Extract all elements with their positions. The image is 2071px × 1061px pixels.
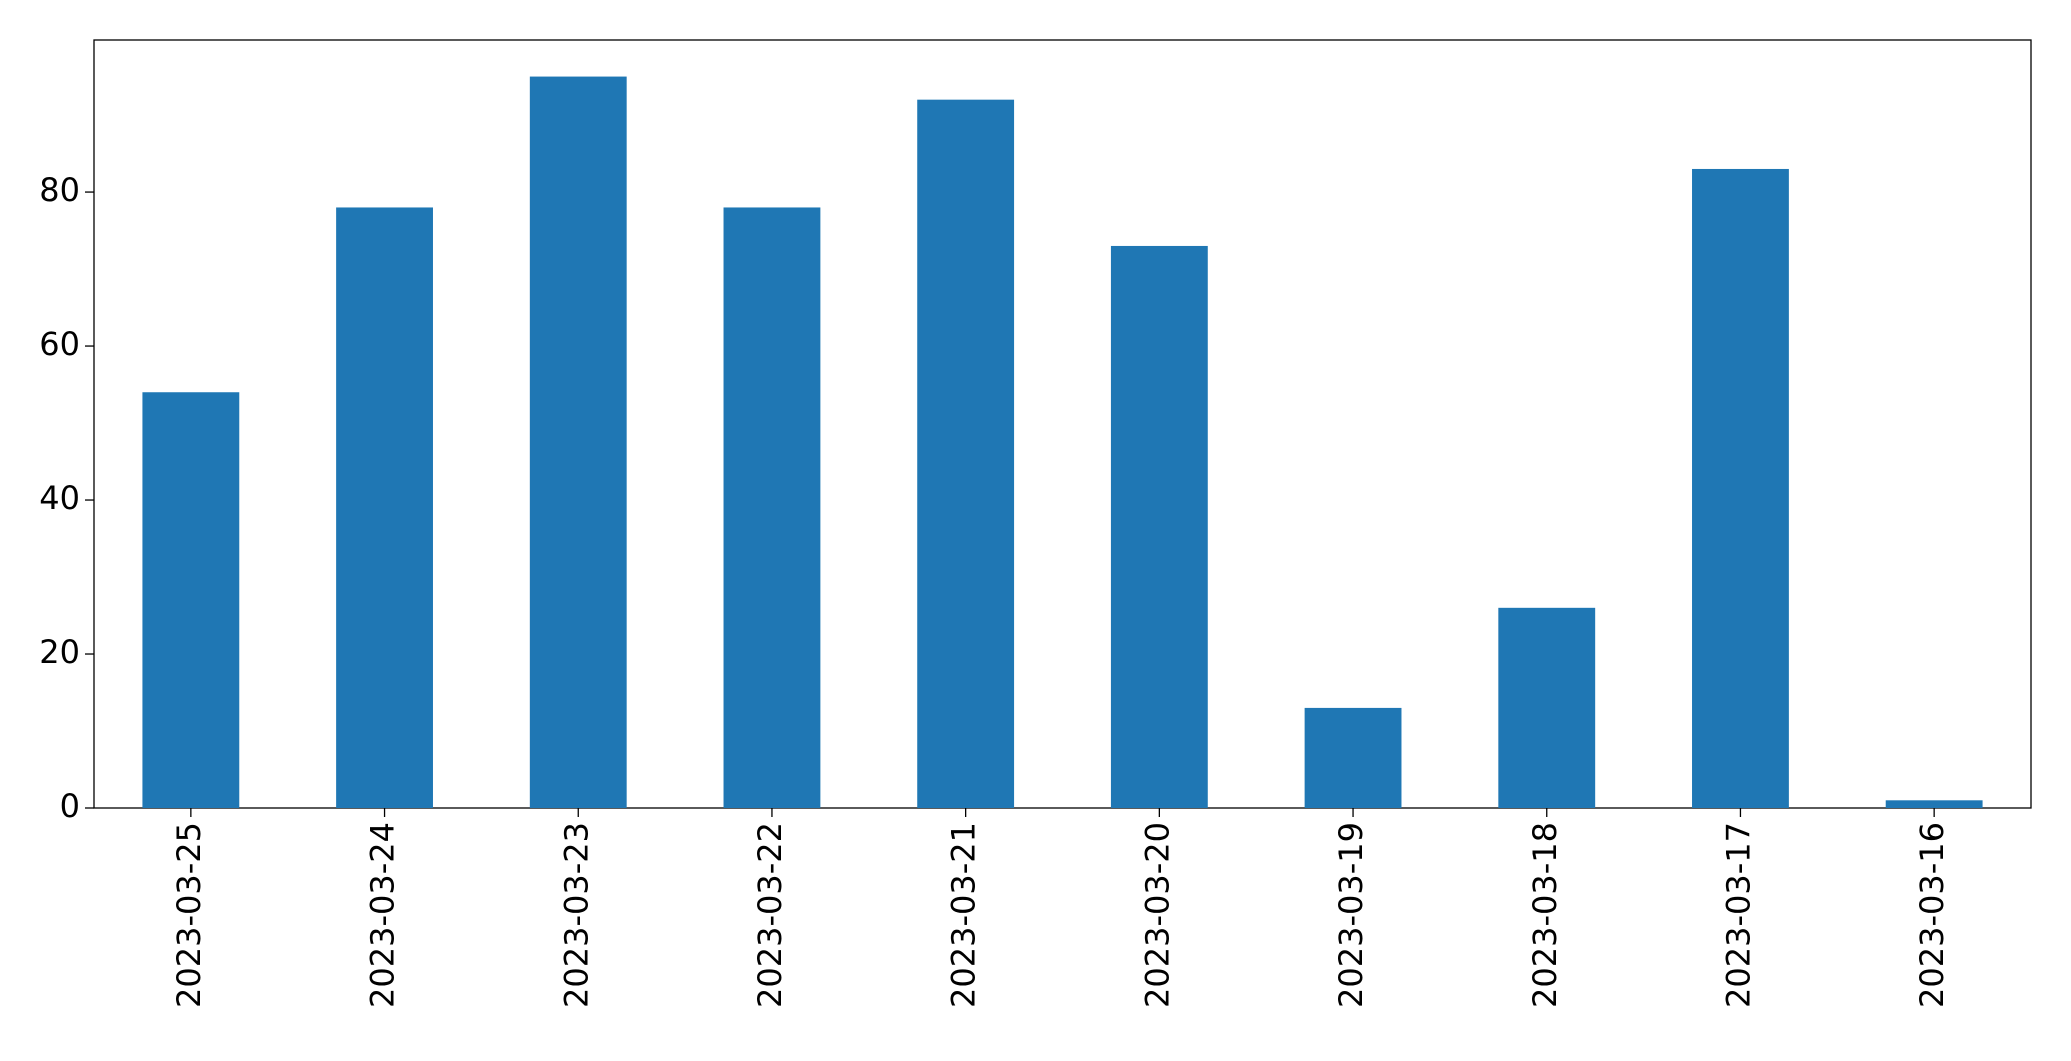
x-tick-label: 2023-03-24 bbox=[364, 822, 402, 1008]
y-tick-label: 20 bbox=[39, 633, 80, 671]
x-tick-label: 2023-03-25 bbox=[170, 822, 208, 1008]
bar bbox=[723, 207, 821, 809]
bar bbox=[1110, 245, 1208, 808]
y-tick-label: 40 bbox=[39, 479, 80, 517]
x-tick-label: 2023-03-21 bbox=[945, 822, 983, 1008]
y-tick-label: 0 bbox=[60, 787, 80, 825]
plot-frame bbox=[93, 39, 2032, 809]
bar bbox=[917, 99, 1015, 808]
x-tick-label: 2023-03-18 bbox=[1526, 822, 1564, 1008]
x-tick-label: 2023-03-16 bbox=[1913, 822, 1951, 1008]
bar bbox=[1304, 707, 1402, 808]
bar bbox=[1885, 800, 1983, 808]
x-tick-label: 2023-03-23 bbox=[557, 822, 595, 1008]
x-tick-label: 2023-03-17 bbox=[1719, 822, 1757, 1008]
x-tick-label: 2023-03-20 bbox=[1138, 822, 1176, 1008]
bar bbox=[1498, 607, 1596, 808]
bar bbox=[336, 207, 433, 809]
y-tick-label: 60 bbox=[39, 325, 80, 363]
x-tick-label: 2023-03-19 bbox=[1332, 822, 1370, 1008]
bar bbox=[1692, 168, 1789, 808]
bar bbox=[529, 76, 627, 809]
y-tick-label: 80 bbox=[39, 171, 80, 209]
x-tick-label: 2023-03-22 bbox=[751, 822, 789, 1008]
bar bbox=[142, 392, 240, 808]
